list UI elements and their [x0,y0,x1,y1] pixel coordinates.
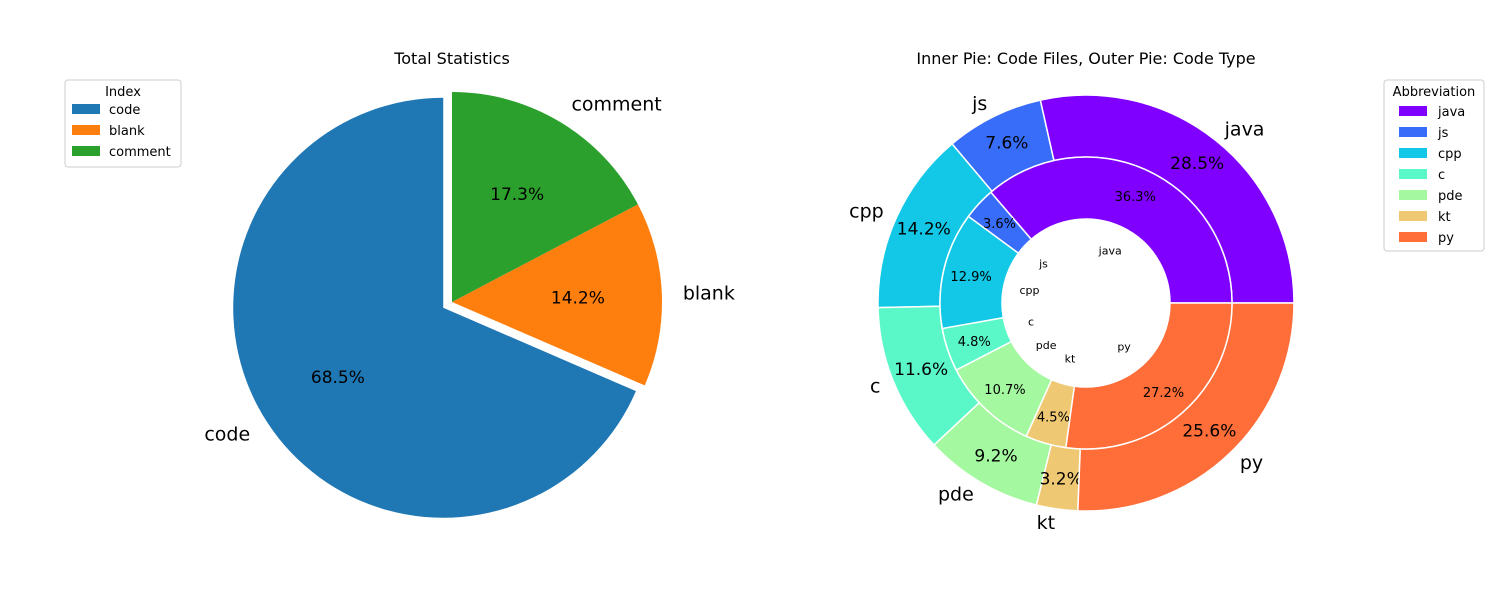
outer-label-c: c [870,376,880,398]
legend-abbreviation: Abbreviation java js cpp c pde kt py [1383,79,1485,252]
legend-entry-code: code [109,103,140,118]
legend-swatch-code [72,104,100,114]
slice-label-code: code [204,424,250,446]
outer-percent-js: 7.6% [985,134,1028,154]
legend-title: Index [105,85,141,100]
outer-percent-c: 11.6% [894,360,948,380]
legend-entry-js: js [1437,126,1449,141]
legend-swatch-js [1399,127,1427,137]
outer-percent-py: 25.6% [1182,421,1236,441]
inner-label-pde: pde [1036,339,1057,352]
pie-slice-code [233,97,636,518]
inner-label-c: c [1028,316,1034,329]
inner-label-java: java [1098,244,1122,257]
inner-slice-py [1065,302,1233,450]
inner-label-kt: kt [1065,353,1076,366]
chart-title-total: Total Statistics [393,49,510,68]
outer-percent-pde: 9.2% [974,447,1017,467]
outer-label-js: js [971,93,987,115]
inner-label-cpp: cpp [1020,284,1040,297]
legend-frame [64,79,182,168]
legend-entry-java: java [1437,105,1465,120]
legend-swatch-kt [1399,211,1427,221]
inner-percent-pde: 10.7% [984,383,1025,398]
inner-percent-js: 3.6% [983,217,1016,232]
slice-label-blank: blank [683,282,735,304]
legend-swatch-blank [72,125,100,135]
legend-entry-pde: pde [1438,189,1463,204]
legend-swatch-py [1399,232,1427,242]
outer-percent-java: 28.5% [1170,154,1224,174]
legend-entry-c: c [1438,168,1445,183]
legend-swatch-comment [72,146,100,156]
chart-title-code-type: Inner Pie: Code Files, Outer Pie: Code T… [916,49,1255,68]
inner-percent-py: 27.2% [1143,386,1184,401]
pie-slice-comment [452,91,638,302]
inner-label-py: py [1117,341,1131,354]
slice-percent-code: 68.5% [311,368,365,388]
outer-percent-cpp: 14.2% [897,220,951,240]
inner-label-js: js [1038,258,1048,271]
legend-swatch-cpp [1399,148,1427,158]
legend-swatch-c [1399,169,1427,179]
legend-swatch-pde [1399,190,1427,200]
slice-label-comment: comment [571,93,661,115]
inner-percent-cpp: 12.9% [950,270,991,285]
legend-entry-py: py [1438,231,1454,246]
legend-entry-cpp: cpp [1438,147,1462,162]
slice-percent-blank: 14.2% [551,288,605,308]
inner-percent-kt: 4.5% [1037,410,1070,425]
legend-title: Abbreviation [1393,85,1476,100]
inner-percent-java: 36.3% [1115,190,1156,205]
legend-entry-kt: kt [1438,210,1451,225]
outer-label-kt: kt [1037,512,1055,534]
total-statistics-pie: code 68.5% blank 14.2% comment 17.3% [204,91,735,518]
legend-frame [1383,79,1485,252]
code-type-nested-pie: 28.5%java7.6%js14.2%cpp11.6%c9.2%pde3.2%… [849,93,1295,534]
legend-entry-blank: blank [109,124,145,139]
pie-slice-blank [452,204,662,386]
slice-percent-comment: 17.3% [490,185,544,205]
outer-label-java: java [1224,119,1265,141]
legend-entry-comment: comment [109,145,171,160]
outer-label-py: py [1240,452,1263,474]
legend-swatch-java [1399,106,1427,116]
outer-label-pde: pde [938,484,974,506]
inner-slice-java [989,156,1233,304]
outer-label-cpp: cpp [849,201,884,223]
inner-percent-c: 4.8% [958,335,991,350]
legend-index: Index code blank comment [64,79,182,168]
outer-percent-kt: 3.2% [1040,469,1083,489]
